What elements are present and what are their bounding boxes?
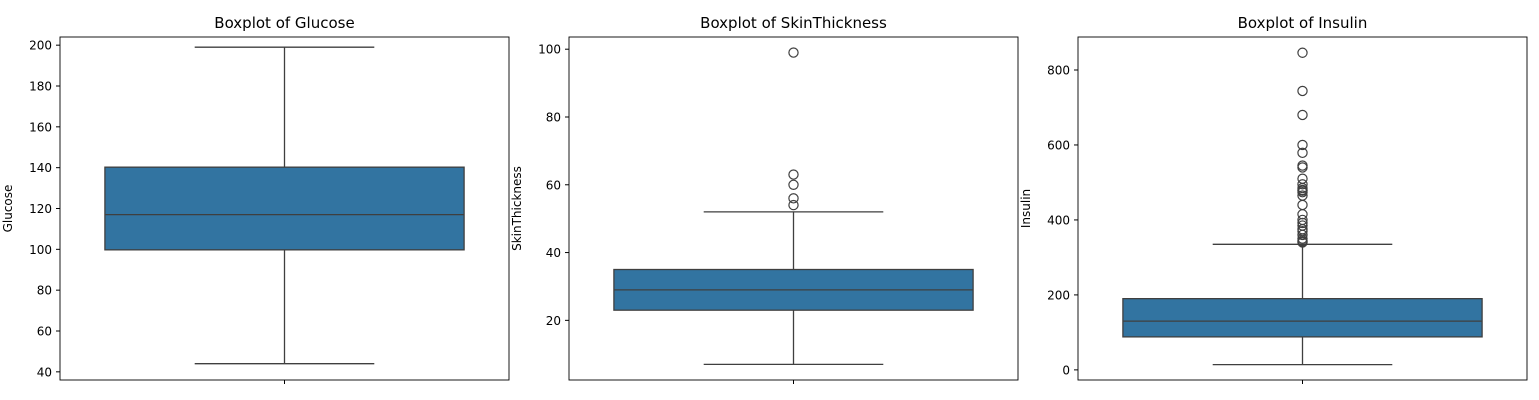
outlier-point: [1297, 147, 1308, 159]
y-tick-label: 80: [37, 284, 52, 298]
outlier-point: [788, 47, 799, 58]
outlier-point: [1297, 109, 1308, 121]
plot-area-frame: [568, 36, 1019, 381]
chart-panel-1: Boxplot of Glucose 40 60 80 100 120 140 160 180 2…: [1, 14, 510, 384]
y-axis-label: Insulin: [1019, 189, 1033, 228]
iqr-box: [104, 166, 465, 251]
chart-title: Boxplot of SkinThickness: [700, 14, 887, 32]
outlier-point: [1297, 209, 1308, 220]
y-tick-label: 40: [546, 246, 561, 260]
y-tick-label: 200: [1047, 288, 1070, 302]
iqr-box: [1122, 298, 1483, 338]
outlier-point: [1297, 139, 1308, 151]
outlier-point: [788, 193, 799, 204]
outlier-point: [1297, 85, 1308, 97]
chart-title: Boxplot of Insulin: [1238, 14, 1368, 32]
outlier-point: [1297, 160, 1308, 171]
chart-panel-2: Boxplot of SkinThickness 20 40 60 80 100 SkinT…: [510, 14, 1019, 384]
chart-panel-3: Boxplot of Insulin 0 200 400 600 800 Insulin: [1019, 14, 1528, 384]
plot-area-frame: [59, 36, 510, 381]
y-tick-label: 20: [546, 314, 561, 328]
y-tick-label: 60: [546, 178, 561, 192]
y-tick-label: 600: [1047, 138, 1070, 152]
y-axis-label: Glucose: [1, 185, 15, 233]
y-tick-label: 120: [29, 202, 52, 216]
outlier-point: [788, 179, 799, 190]
plot-area-frame: [1077, 36, 1528, 381]
y-tick-label: 400: [1047, 213, 1070, 227]
outlier-point: [1297, 179, 1308, 190]
y-tick-label: 140: [29, 161, 52, 175]
outlier-point: [788, 169, 799, 180]
outlier-point: [1297, 199, 1308, 211]
y-tick-label: 60: [37, 325, 52, 339]
y-axis-label: SkinThickness: [510, 166, 524, 251]
outlier-point: [1297, 173, 1308, 184]
y-tick-label: 100: [29, 243, 52, 257]
y-tick-label: 200: [29, 39, 52, 53]
y-tick-label: 80: [546, 110, 561, 124]
chart-title: Boxplot of Glucose: [214, 14, 354, 32]
outlier-point: [1297, 47, 1308, 58]
y-tick-label: 0: [1062, 363, 1070, 377]
y-tick-label: 180: [29, 80, 52, 94]
outlier-point: [1297, 214, 1308, 226]
y-tick-label: 160: [29, 120, 52, 134]
y-tick-label: 100: [538, 43, 561, 57]
outlier-point: [788, 199, 799, 211]
y-tick-label: 40: [37, 365, 52, 379]
outlier-point: [1297, 220, 1308, 231]
y-tick-label: 800: [1047, 63, 1070, 77]
outlier-point: [1297, 190, 1308, 201]
